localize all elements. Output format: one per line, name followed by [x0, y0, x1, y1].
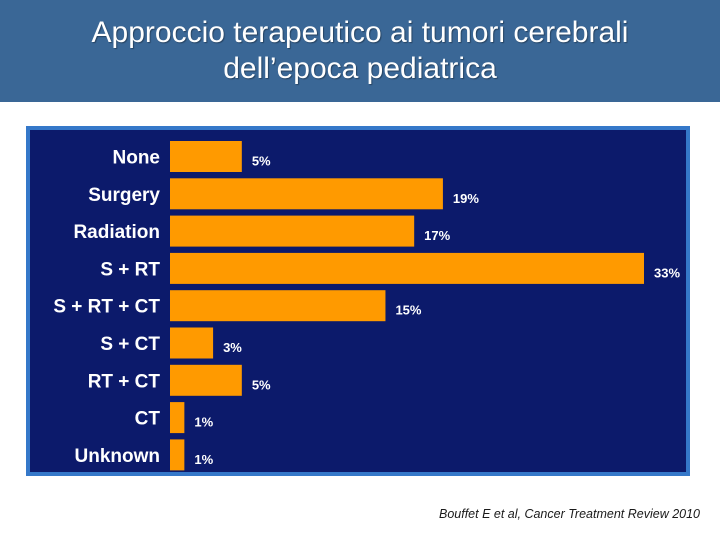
title-line-2: dell’epoca pediatrica: [223, 52, 497, 85]
value-label-surgery: 19%: [453, 191, 479, 206]
category-label-s-rt: S + RT: [100, 259, 160, 280]
bar-rt-ct: [170, 364, 242, 396]
category-label-unknown: Unknown: [75, 446, 161, 467]
category-label-radiation: Radiation: [73, 222, 160, 243]
category-label-surgery: Surgery: [88, 185, 160, 206]
category-label-rt-ct: RT + CT: [88, 371, 161, 392]
chart-frame: None 5% Surgery 19% Radiation 17% S + RT 33% S +…: [26, 126, 690, 476]
value-label-radiation: 17%: [424, 228, 450, 243]
bar-s-rt: [170, 252, 644, 284]
title-line-1: Approccio terapeutico ai tumori cerebral…: [91, 16, 629, 49]
category-label-none: None: [113, 148, 161, 169]
category-label-s-ct: S + CT: [100, 334, 160, 355]
category-label-ct: CT: [135, 409, 161, 430]
bar-surgery: [170, 178, 443, 210]
bar-ct: [170, 402, 185, 434]
bar-radiation: [170, 215, 415, 247]
bar-unknown: [170, 439, 185, 471]
value-label-ct: 1%: [194, 415, 213, 430]
value-label-unknown: 1%: [194, 452, 213, 467]
chart-area: None 5% Surgery 19% Radiation 17% S + RT 33% S +…: [30, 130, 686, 472]
value-label-s-rt: 33%: [654, 265, 680, 280]
value-label-none: 5%: [252, 154, 271, 169]
title-bar: Approccio terapeutico ai tumori cerebral…: [0, 0, 720, 102]
value-label-s-ct: 3%: [223, 340, 242, 355]
category-label-s-rt-ct: S + RT + CT: [53, 297, 160, 318]
bar-none: [170, 141, 242, 172]
value-label-rt-ct: 5%: [252, 377, 271, 392]
bar-chart: None 5% Surgery 19% Radiation 17% S + RT 33% S +…: [53, 141, 680, 471]
citation: Bouffet E et al, Cancer Treatment Review…: [438, 507, 700, 521]
value-label-s-rt-ct: 15%: [395, 303, 421, 318]
bar-s-ct: [170, 327, 214, 359]
bar-s-rt-ct: [170, 290, 386, 322]
